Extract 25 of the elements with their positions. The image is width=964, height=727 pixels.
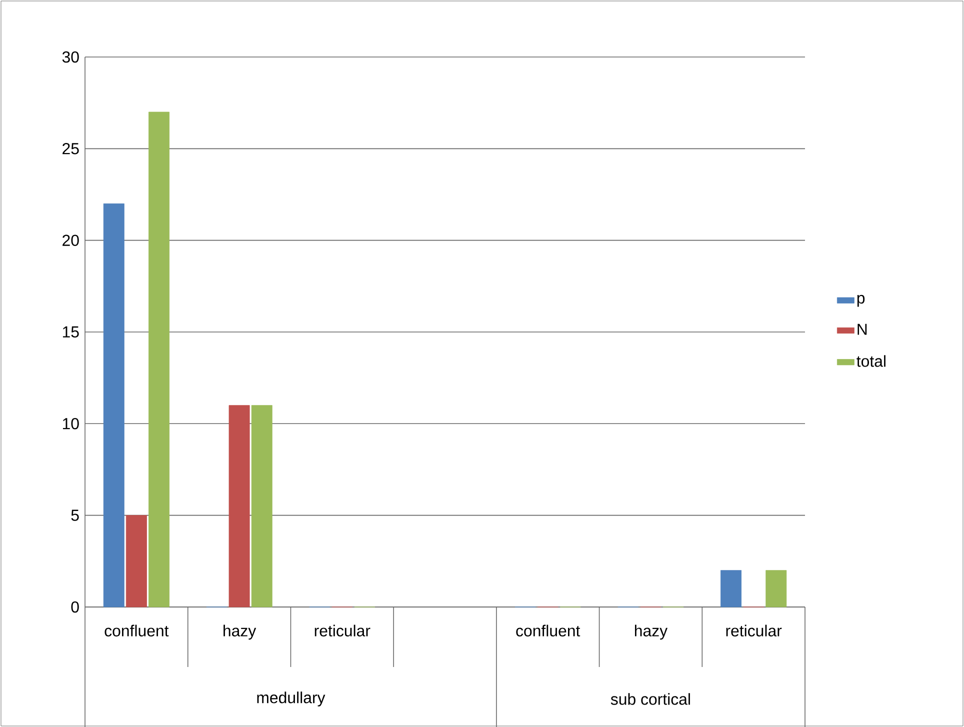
x-tick-label: confluent [104, 624, 169, 636]
bar [720, 570, 742, 608]
legend-label: N [858, 324, 867, 335]
bar [148, 112, 170, 608]
bar [126, 514, 147, 608]
y-tick-label: 5 [71, 510, 79, 521]
x-tick-label: hazy [634, 624, 668, 640]
bar [228, 404, 250, 608]
x-tick-label: hazy [224, 624, 256, 640]
y-tick-label: 25 [62, 142, 79, 154]
y-tick-label: 30 [62, 51, 79, 62]
y-tick-label: 20 [62, 234, 79, 246]
legend-label: p [857, 294, 865, 307]
text: sub cortical [610, 692, 690, 705]
y-tick-label: 10 [62, 418, 79, 430]
x-tick-label: reticular [726, 624, 782, 636]
y-tick-label: 15 [62, 326, 79, 338]
legend-label: total [856, 354, 886, 367]
x-tick-label: reticular [314, 624, 370, 636]
y-tick-label: 0 [71, 601, 79, 612]
bar [103, 203, 124, 608]
bar [766, 570, 787, 608]
bar [251, 404, 272, 608]
x-tick-label: confluent [516, 624, 580, 636]
text: medullary [257, 691, 326, 706]
